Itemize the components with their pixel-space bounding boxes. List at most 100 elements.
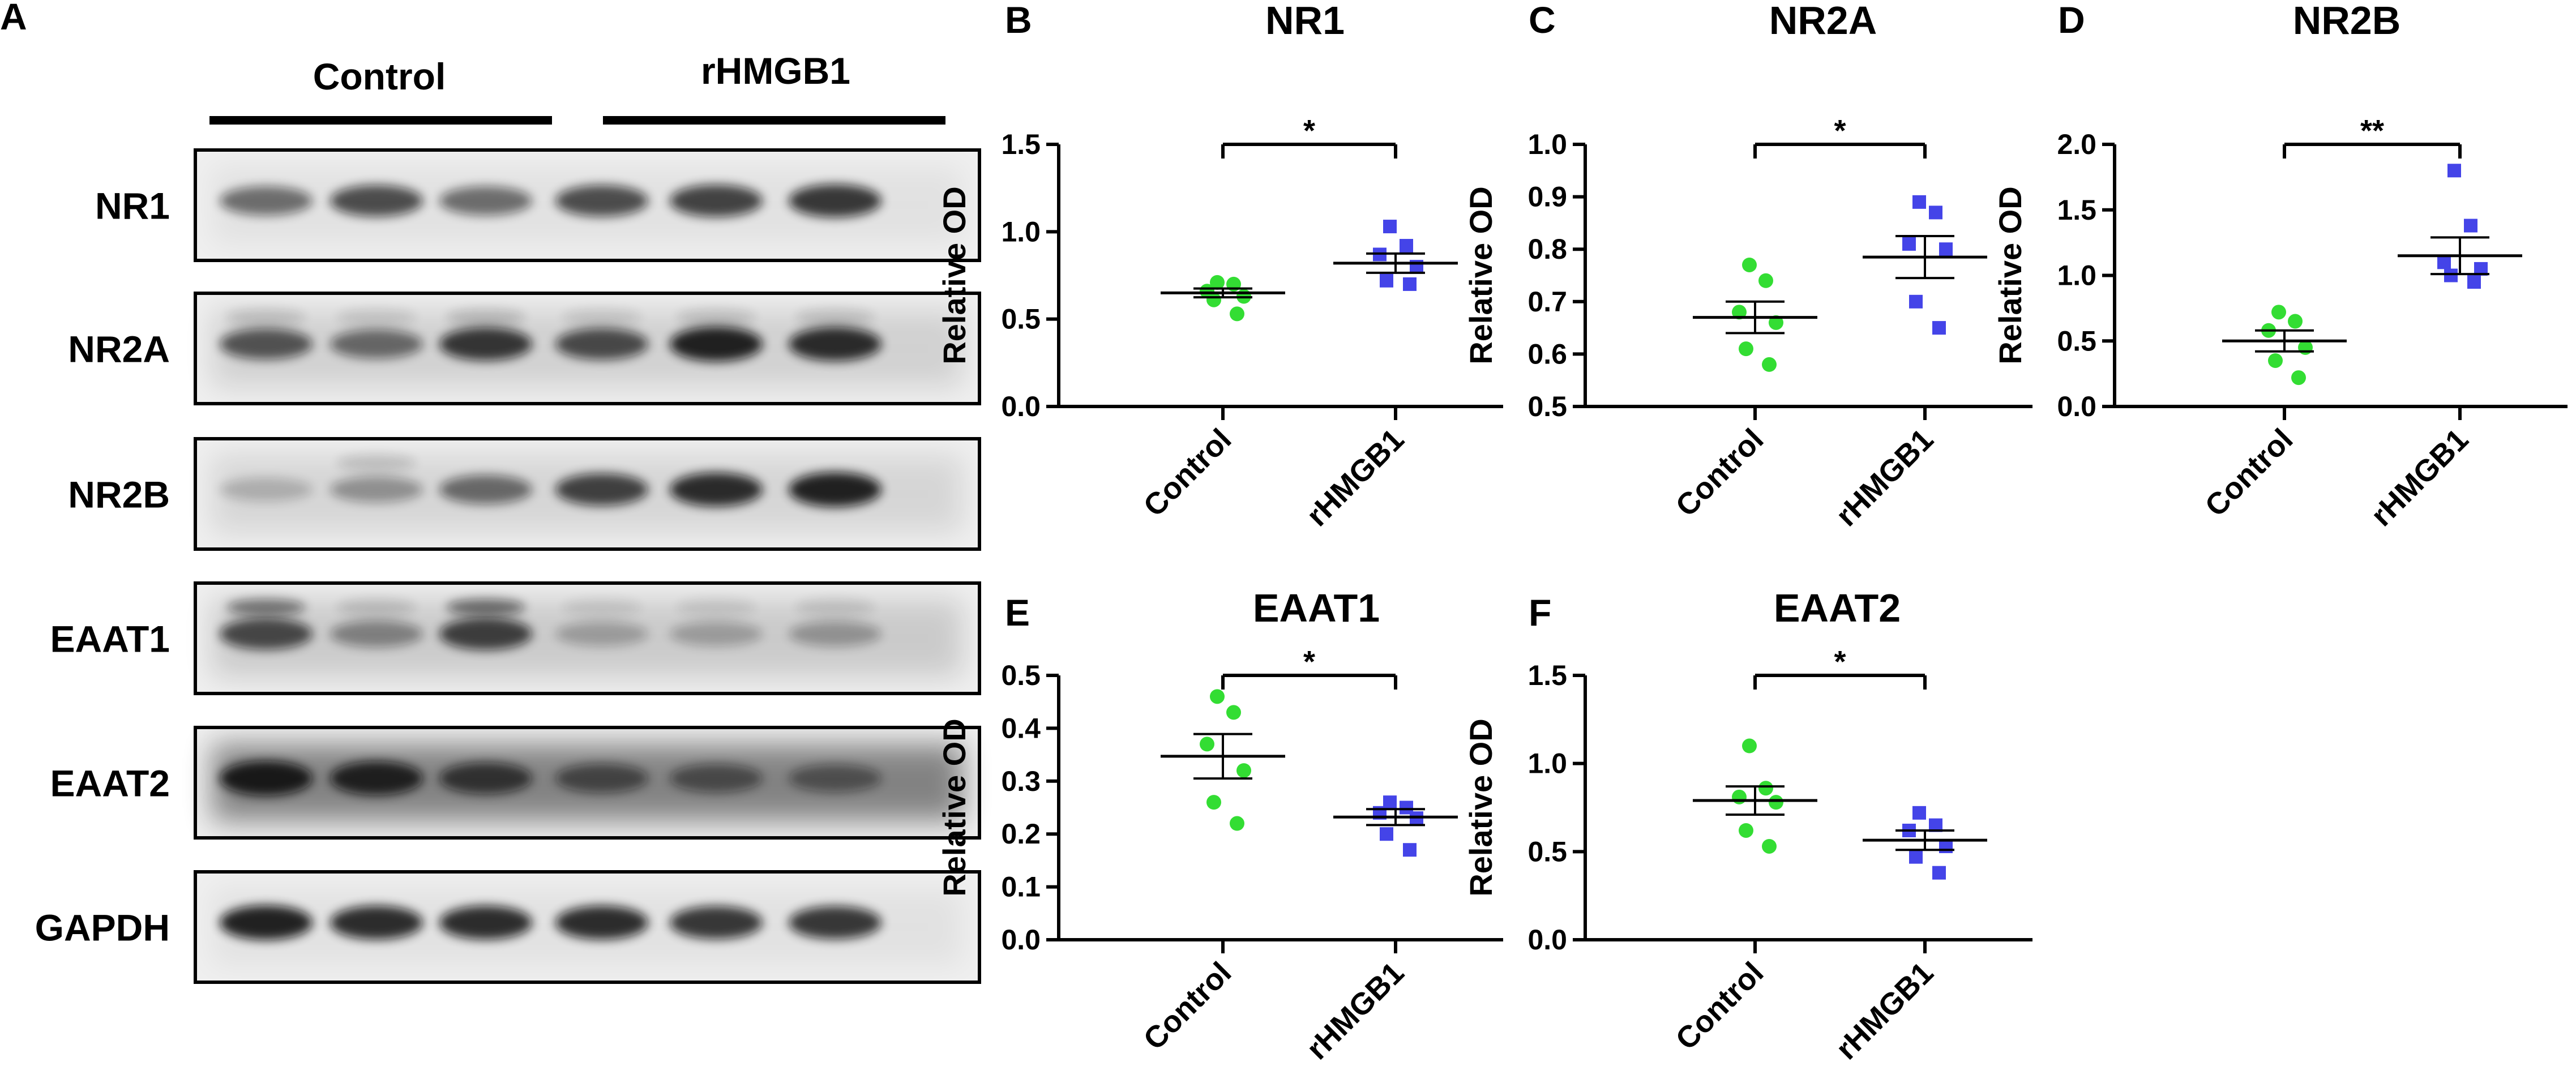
blot-band <box>555 622 648 647</box>
x-tick-label: Control <box>1137 956 1238 1056</box>
y-tick-label: 0.0 <box>2057 391 2096 422</box>
y-tick-label: 1.5 <box>1001 129 1041 160</box>
blot-row-label: NR2A <box>68 328 170 370</box>
data-point-control <box>1200 737 1214 752</box>
data-point-control <box>1210 689 1225 704</box>
blot-band-upper <box>795 309 875 326</box>
blot-row-nr2b: NR2B <box>68 437 981 551</box>
y-axis-label: Relative OD <box>1992 186 2028 364</box>
y-tick-label: 0.0 <box>1001 391 1041 422</box>
blot-rows: NR1 NR2A NR2B EAAT1 EAAT2 GAPDH <box>35 148 981 984</box>
blot-band <box>220 761 313 796</box>
blot-frame <box>194 292 981 405</box>
blot-band-upper <box>337 309 416 326</box>
data-point-rhmgb1 <box>2464 219 2477 233</box>
panel-a-western-blot: A Control rHMGB1 NR1 NR2A NR2B EAAT1 EAAT2 GA… <box>0 0 981 984</box>
blot-band <box>789 472 882 507</box>
blot-band <box>555 764 648 793</box>
data-point-control <box>1758 273 1773 288</box>
group-bar-rhmgb1 <box>603 116 945 125</box>
data-point-rhmgb1 <box>1912 806 1926 820</box>
y-tick-label: 2.0 <box>2057 129 2096 160</box>
data-point-rhmgb1 <box>1909 294 1923 309</box>
y-tick-label: 1.0 <box>1527 748 1567 780</box>
data-point-rhmgb1 <box>1380 827 1393 841</box>
group-label-rhmgb1: rHMGB1 <box>701 50 850 92</box>
blot-band <box>439 762 532 794</box>
data-point-control <box>1226 705 1241 720</box>
panel-letter-d: D <box>2058 0 2085 41</box>
y-tick-label: 0.5 <box>2057 325 2096 357</box>
x-tick-label: Control <box>1669 956 1770 1056</box>
blot-band-upper <box>677 309 756 326</box>
y-tick-label: 0.5 <box>1001 303 1041 335</box>
blot-band <box>330 905 423 940</box>
data-point-control <box>1758 781 1773 796</box>
group-bar-control <box>209 116 552 125</box>
y-tick-label: 0.6 <box>1527 338 1567 370</box>
data-point-rhmgb1 <box>1403 843 1417 857</box>
y-tick-label: 1.5 <box>1527 660 1567 691</box>
panel-letter-f: F <box>1529 592 1551 633</box>
blot-band-upper <box>226 309 306 326</box>
blot-band <box>330 476 423 503</box>
data-point-control <box>1762 357 1777 372</box>
blot-band <box>670 472 763 507</box>
blot-row-label: NR1 <box>95 185 170 227</box>
blot-band <box>330 329 423 359</box>
blot-frame <box>194 437 981 551</box>
y-tick-label: 0.7 <box>1527 286 1567 318</box>
chart-title-e: EAAT1 <box>1253 586 1380 630</box>
y-tick-label: 0.9 <box>1527 181 1567 213</box>
data-point-rhmgb1 <box>1902 237 1916 251</box>
data-point-rhmgb1 <box>1400 239 1413 253</box>
y-axis-label: Relative OD <box>936 718 972 896</box>
blot-frame <box>194 726 981 840</box>
y-tick-label: 0.0 <box>1527 924 1567 956</box>
panel-letter-e: E <box>1005 592 1030 633</box>
blot-band <box>439 186 532 216</box>
significance-marker: * <box>1834 114 1846 148</box>
data-point-rhmgb1 <box>1939 242 1953 256</box>
blot-band <box>220 328 313 359</box>
chart-panel-b: B NR1 0.0 0.5 1.0 1.5 Relative OD Control rHMG… <box>936 0 1503 533</box>
x-tick-label: Control <box>1669 422 1770 523</box>
blot-band <box>670 764 763 793</box>
blot-band-upper <box>446 309 525 326</box>
data-point-rhmgb1 <box>1932 321 1946 335</box>
data-point-control <box>2271 305 2286 320</box>
x-tick-label: rHMGB1 <box>1300 422 1410 533</box>
y-tick-label: 0.1 <box>1001 871 1041 903</box>
y-tick-label: 0.4 <box>1001 712 1041 744</box>
blot-band <box>789 906 882 939</box>
x-tick-label: Control <box>1137 422 1238 523</box>
blot-band-upper <box>562 598 641 616</box>
data-point-control <box>1742 257 1757 272</box>
y-tick-label: 1.0 <box>1001 216 1041 247</box>
y-axis-label: Relative OD <box>1463 718 1499 896</box>
significance-marker: * <box>1303 114 1315 148</box>
blot-row-gapdh: GAPDH <box>35 870 981 984</box>
blot-band <box>220 186 313 216</box>
data-point-control <box>1206 795 1221 810</box>
significance-marker: * <box>1303 645 1315 679</box>
data-point-control <box>2268 353 2283 368</box>
data-point-control <box>1742 738 1757 754</box>
blot-band <box>330 620 423 648</box>
blot-band-upper <box>226 598 306 616</box>
blot-row-label: EAAT1 <box>50 618 170 660</box>
significance-marker: ** <box>2360 114 2384 148</box>
blot-band-upper <box>677 598 756 616</box>
data-point-control <box>2288 314 2303 329</box>
blot-band <box>439 905 532 940</box>
blot-band <box>220 618 313 650</box>
y-tick-label: 0.2 <box>1001 818 1041 850</box>
y-tick-label: 0.5 <box>1001 660 1041 691</box>
blot-band <box>555 905 648 940</box>
blot-row-eaat1: EAAT1 <box>50 581 981 695</box>
data-point-control <box>1210 275 1225 290</box>
blot-band-upper <box>337 454 416 472</box>
x-tick-label: rHMGB1 <box>1829 422 1940 533</box>
chart-panel-d: D NR2B 0.0 0.5 1.0 1.5 2.0 Relative OD Control… <box>1992 0 2568 533</box>
